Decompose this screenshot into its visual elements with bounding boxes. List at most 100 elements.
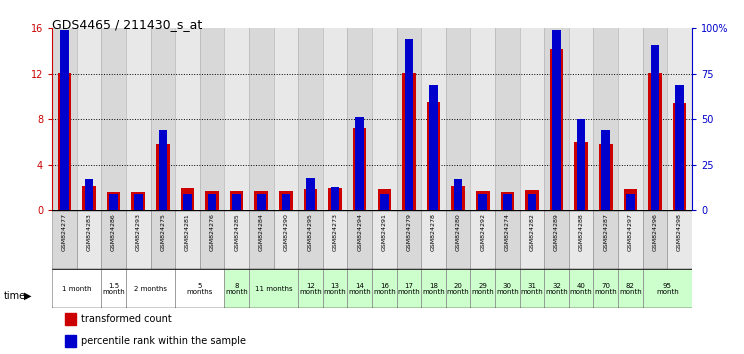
Bar — [109, 194, 118, 210]
Text: 20
month: 20 month — [446, 282, 469, 295]
Bar — [618, 28, 643, 210]
Text: GSM824282: GSM824282 — [530, 213, 534, 251]
Text: GSM824277: GSM824277 — [62, 213, 67, 251]
Bar — [126, 28, 150, 210]
Bar — [372, 210, 397, 269]
Text: 14
month: 14 month — [348, 282, 371, 295]
Text: 32
month: 32 month — [545, 282, 568, 295]
Bar — [347, 210, 372, 269]
Text: GDS4465 / 211430_s_at: GDS4465 / 211430_s_at — [52, 18, 202, 31]
Bar — [126, 210, 150, 269]
Text: GSM824288: GSM824288 — [579, 213, 584, 251]
Text: 18
month: 18 month — [422, 282, 445, 295]
Text: 12
month: 12 month — [299, 282, 322, 295]
Bar — [527, 194, 536, 210]
Text: percentile rank within the sample: percentile rank within the sample — [81, 336, 246, 346]
Text: 31
month: 31 month — [521, 282, 543, 295]
Bar — [397, 269, 421, 308]
Bar — [446, 28, 470, 210]
Bar — [599, 144, 612, 210]
Text: GSM824287: GSM824287 — [603, 213, 609, 251]
Bar — [667, 28, 692, 210]
Bar — [347, 28, 372, 210]
Text: 16
month: 16 month — [373, 282, 396, 295]
Text: 30
month: 30 month — [496, 282, 519, 295]
Bar — [478, 194, 487, 210]
Bar — [156, 144, 170, 210]
Text: 2 months: 2 months — [134, 286, 167, 292]
Text: GSM824296: GSM824296 — [652, 213, 658, 251]
Bar — [643, 210, 667, 269]
Bar — [470, 210, 495, 269]
Text: time: time — [4, 291, 26, 301]
Text: GSM824278: GSM824278 — [431, 213, 436, 251]
Text: 8
month: 8 month — [225, 282, 248, 295]
Bar — [150, 28, 175, 210]
Text: GSM824274: GSM824274 — [505, 213, 510, 251]
Bar — [101, 269, 126, 308]
Bar — [377, 189, 391, 210]
Bar — [495, 269, 519, 308]
Bar — [323, 210, 347, 269]
Text: ▶: ▶ — [24, 291, 31, 301]
Bar — [323, 269, 347, 308]
Text: 13
month: 13 month — [324, 282, 347, 295]
Bar — [323, 28, 347, 210]
Bar — [60, 30, 68, 210]
Bar — [446, 210, 470, 269]
Bar — [421, 210, 446, 269]
Bar — [569, 210, 594, 269]
Text: GSM824279: GSM824279 — [406, 213, 411, 251]
Text: 11 months: 11 months — [254, 286, 292, 292]
Bar — [574, 142, 588, 210]
Bar — [274, 210, 298, 269]
Bar — [372, 269, 397, 308]
Bar — [225, 210, 249, 269]
Text: GSM824284: GSM824284 — [259, 213, 264, 251]
Text: GSM824290: GSM824290 — [283, 213, 289, 251]
Bar — [618, 210, 643, 269]
Text: GSM824293: GSM824293 — [135, 213, 141, 251]
Bar — [249, 28, 274, 210]
Bar — [594, 210, 618, 269]
Text: 1.5
month: 1.5 month — [102, 282, 125, 295]
Bar — [552, 30, 561, 210]
Text: transformed count: transformed count — [81, 314, 172, 324]
Text: 29
month: 29 month — [472, 282, 494, 295]
Bar — [676, 85, 684, 210]
Text: GSM824291: GSM824291 — [382, 213, 387, 251]
Bar — [83, 187, 96, 210]
Bar — [577, 119, 586, 210]
Bar — [470, 269, 495, 308]
Bar — [205, 191, 219, 210]
Text: 17
month: 17 month — [397, 282, 420, 295]
Bar — [519, 210, 545, 269]
Bar — [65, 313, 77, 325]
Bar — [175, 269, 225, 308]
Bar — [421, 28, 446, 210]
Text: GSM824281: GSM824281 — [185, 213, 190, 251]
Bar — [545, 269, 569, 308]
Bar — [550, 49, 563, 210]
Text: GSM824273: GSM824273 — [333, 213, 338, 251]
Text: 1 month: 1 month — [62, 286, 92, 292]
Text: GSM824295: GSM824295 — [308, 213, 313, 251]
Bar — [405, 39, 413, 210]
Bar — [429, 85, 437, 210]
Bar — [651, 45, 659, 210]
Bar — [225, 28, 249, 210]
Bar — [594, 269, 618, 308]
Bar — [648, 73, 661, 210]
Bar — [501, 192, 514, 210]
Bar — [208, 194, 217, 210]
Bar — [525, 190, 539, 210]
Bar — [673, 103, 687, 210]
Bar — [181, 188, 194, 210]
Text: GSM824276: GSM824276 — [210, 213, 214, 251]
Bar — [328, 188, 341, 210]
Text: GSM824286: GSM824286 — [111, 213, 116, 251]
Bar — [85, 179, 93, 210]
Bar — [232, 194, 241, 210]
Bar — [331, 187, 339, 210]
Bar — [667, 210, 692, 269]
